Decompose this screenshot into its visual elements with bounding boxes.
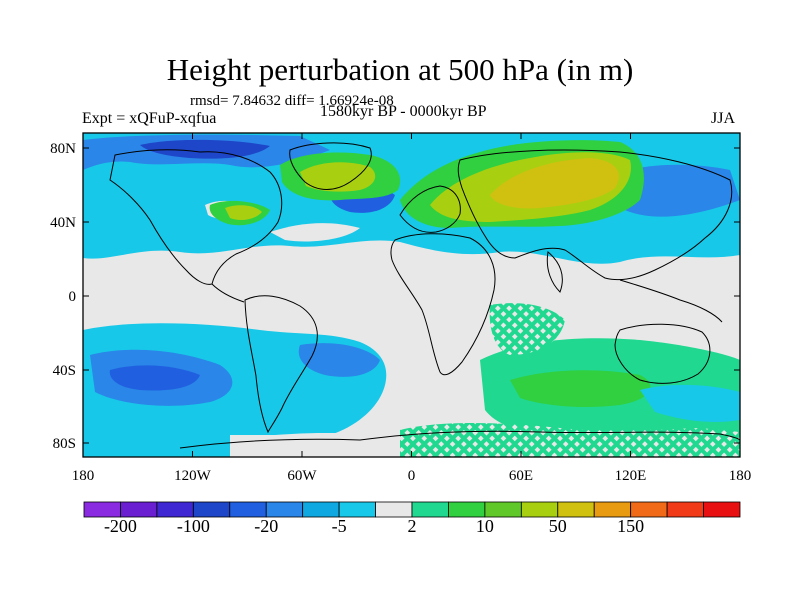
lat-label: 40N <box>50 215 76 231</box>
field-antarctic-white <box>230 433 400 457</box>
field-white-gap <box>270 223 360 242</box>
colorbar-swatch <box>120 501 158 518</box>
colorbar-swatch <box>630 501 668 518</box>
coast-southeast-asia <box>619 279 723 323</box>
lon-label: 120W <box>174 468 212 484</box>
colorbar-swatch <box>338 501 376 518</box>
stats-label: rmsd= 7.84632 diff= 1.66924e-08 <box>190 93 394 109</box>
colorbar-label: 2 <box>408 516 417 536</box>
colorbar-swatch <box>265 501 304 518</box>
colorbar-swatch <box>229 501 267 518</box>
coast-central-america <box>211 283 245 303</box>
coast-europe <box>399 185 461 233</box>
field-north-deepblue <box>140 139 270 159</box>
colorbar-swatch <box>448 501 486 518</box>
coast-north-america <box>109 149 283 285</box>
coast-africa <box>390 233 496 376</box>
colorbar-label: 150 <box>617 516 644 536</box>
colorbar-label: 50 <box>549 516 567 536</box>
field-southern-indian-light <box>510 370 651 408</box>
colorbar-swatch <box>156 501 194 518</box>
season-label: JJA <box>711 110 736 127</box>
colorbar-label: -100 <box>177 516 210 536</box>
field-south-america-blue <box>298 343 380 377</box>
colorbar-swatch <box>557 501 595 518</box>
experiment-label: Expt = xQFuP-xqfua <box>82 110 217 127</box>
field-greenland-yellow <box>300 162 376 192</box>
colorbar-swatch <box>666 501 704 518</box>
field-eurasia-yellow <box>490 158 619 209</box>
colorbar-swatch <box>302 501 340 518</box>
colorbar-swatch <box>520 501 559 518</box>
coastlines <box>109 142 740 449</box>
map-title: Height perturbation at 500 hPa (in m) <box>166 52 634 87</box>
lon-label: 180 <box>729 468 752 484</box>
lat-label: 40S <box>53 363 76 379</box>
colorbar-swatch <box>192 501 231 518</box>
field-east-south-blue <box>640 384 740 423</box>
colorbar-label: -5 <box>332 516 347 536</box>
coast-south-america <box>244 295 318 434</box>
coast-greenland <box>289 142 372 190</box>
field-hudson-yellow <box>225 205 262 220</box>
field-hatched-region <box>489 303 565 355</box>
lon-label: 60E <box>509 468 533 484</box>
field-layer <box>83 133 740 457</box>
lon-ticks: 180 120W 60W 0 60E 120E 180 <box>72 133 752 484</box>
coast-india <box>546 251 563 293</box>
lat-label: 80N <box>50 141 76 157</box>
coast-antarctica <box>179 430 740 449</box>
colorbar-swatch <box>375 501 413 518</box>
colorbar-swatch <box>83 501 121 518</box>
lat-ticks: 80N 40N 0 40S 80S <box>50 141 740 452</box>
coast-asia <box>457 149 733 281</box>
field-south-cyan-strip <box>83 422 230 457</box>
lat-label: 80S <box>53 436 76 452</box>
colorbar-swatch <box>484 501 522 518</box>
colorbar <box>83 501 741 518</box>
field-south-pacific-deep <box>109 365 200 391</box>
colorbar-swatch <box>411 501 449 518</box>
lon-label: 180 <box>72 468 95 484</box>
lon-label: 60W <box>287 468 317 484</box>
colorbar-label: -200 <box>104 516 137 536</box>
colorbar-label: -20 <box>254 516 278 536</box>
period-label: 1580kyr BP - 0000kyr BP <box>320 103 487 120</box>
lat-label: 0 <box>69 289 77 305</box>
colorbar-swatch <box>593 501 632 518</box>
coast-australia <box>614 323 711 384</box>
lon-label: 120E <box>615 468 647 484</box>
colorbar-swatch <box>703 501 741 518</box>
colorbar-label: 10 <box>476 516 494 536</box>
colorbar-labels: -200 -100 -20 -5 2 10 50 150 <box>104 516 644 536</box>
lon-label: 0 <box>408 468 416 484</box>
